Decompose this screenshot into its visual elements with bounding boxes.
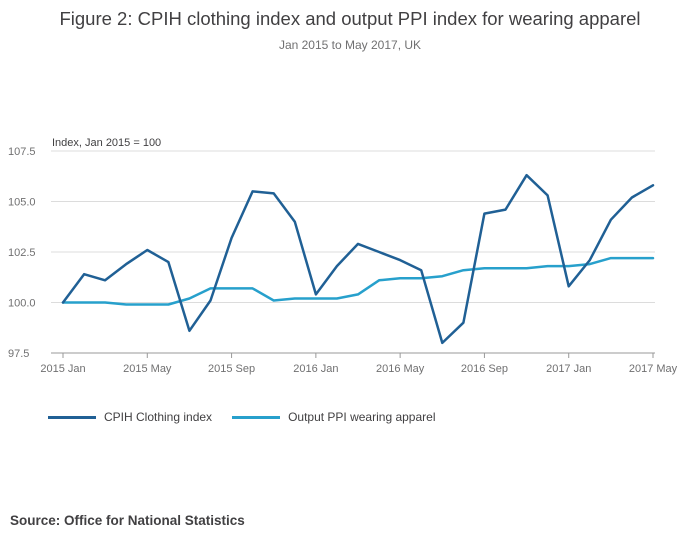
y-axis-ticks: 97.5 100.0 102.5 105.0 107.5 [8,146,36,360]
legend-swatch-ppi [232,415,281,419]
legend-label-cpih: CPIH Clothing index [104,410,213,424]
x-tick-label: 2017 May [629,363,678,375]
y-tick-label: 102.5 [8,247,36,259]
y-axis-label: Index, Jan 2015 = 100 [52,137,161,149]
x-axis-ticks: 2015 Jan 2015 May 2015 Sep 2016 Jan 2016 May… [40,353,678,375]
legend-item-ppi[interactable]: Output PPI wearing apparel [232,410,435,424]
grid-lines [51,150,655,303]
x-tick-label: 2016 Sep [461,363,508,375]
series-line-ppi-wearing-apparel [61,256,655,306]
chart-subtitle: Jan 2015 to May 2017, UK [278,38,422,52]
legend-label-ppi: Output PPI wearing apparel [288,410,436,424]
x-tick-label: 2015 Sep [208,363,255,375]
chart-source: Source: Office for National Statistics [10,513,245,528]
x-tick-label: 2015 May [123,363,172,375]
y-tick-label: 100.0 [8,298,36,310]
x-tick-label: 2017 Jan [546,363,591,375]
series-line-cpih-clothing [61,173,655,345]
y-tick-label: 105.0 [8,197,36,209]
y-tick-label: 97.5 [8,348,29,360]
x-tick-label: 2015 Jan [40,363,85,375]
y-tick-label: 107.5 [8,146,36,158]
x-tick-label: 2016 Jan [293,363,338,375]
chart-title: Figure 2: CPIH clothing index and output… [59,8,641,29]
chart-legend: CPIH Clothing index Output PPI wearing a… [48,408,455,426]
x-tick-label: 2016 May [376,363,425,375]
legend-swatch-cpih [48,415,96,419]
series-lines [61,173,655,345]
legend-item-cpih[interactable]: CPIH Clothing index [48,410,212,424]
